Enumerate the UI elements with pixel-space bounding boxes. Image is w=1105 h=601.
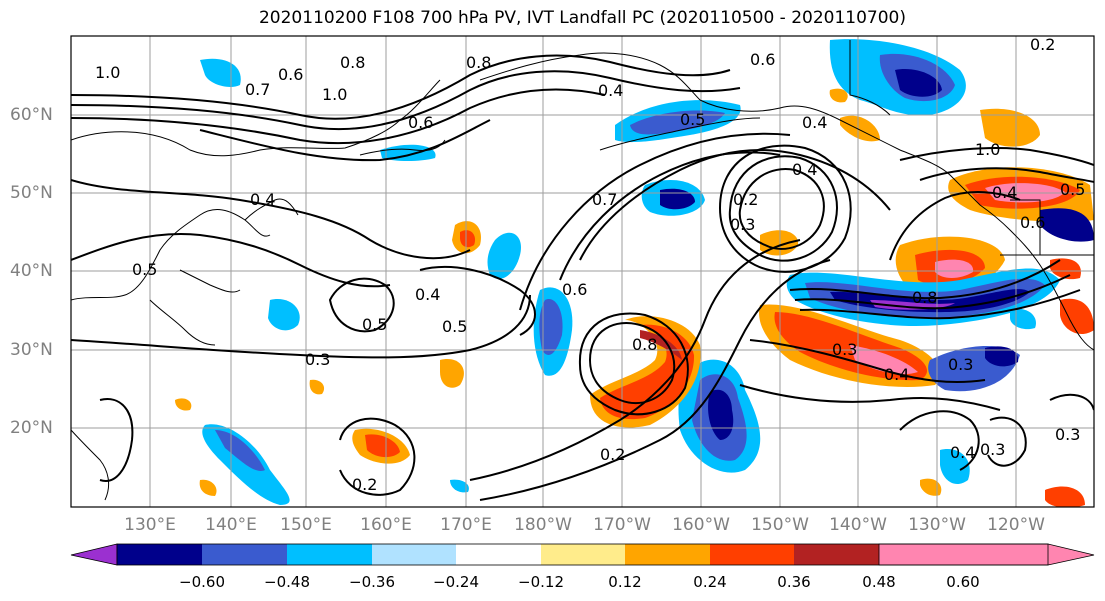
contour-label: 0.3 bbox=[832, 340, 857, 359]
lat-label: 50°N bbox=[10, 183, 53, 203]
contour-label: 0.6 bbox=[562, 280, 587, 299]
colorbar-segment bbox=[202, 544, 287, 565]
colorbar-tick-label: 0.60 bbox=[946, 573, 980, 591]
colorbar-frame bbox=[116, 543, 1049, 566]
colorbar-segment bbox=[625, 544, 710, 565]
contour-label: 0.5 bbox=[1060, 180, 1085, 199]
lon-label: 180°W bbox=[514, 515, 572, 535]
contour-label: 0.7 bbox=[592, 190, 617, 209]
contour-label: 0.8 bbox=[632, 335, 657, 354]
contour-label: 0.2 bbox=[733, 190, 758, 209]
colorbar-segment bbox=[372, 544, 456, 565]
colorbar-tick-label: 0.36 bbox=[777, 573, 811, 591]
colorbar-tick-label: 0.24 bbox=[693, 573, 727, 591]
map-graticule bbox=[71, 36, 1094, 507]
contour-label: 0.4 bbox=[802, 113, 827, 132]
contour-label: 0.6 bbox=[750, 50, 775, 69]
lon-label: 140°E bbox=[205, 515, 257, 535]
lon-label: 140°W bbox=[829, 515, 887, 535]
contour-label: 0.4 bbox=[598, 81, 623, 100]
contour-label: 0.4 bbox=[415, 285, 440, 304]
colorbar-high-extension bbox=[878, 543, 1095, 566]
contour-label: 0.3 bbox=[730, 215, 755, 234]
contour-label: 0.2 bbox=[352, 475, 377, 494]
lon-label: 130°E bbox=[124, 515, 176, 535]
contour-label: 0.4 bbox=[792, 160, 817, 179]
contour-label: 0.7 bbox=[245, 80, 270, 99]
lon-label: 170°W bbox=[593, 515, 651, 535]
colorbar-tick-label: −0.48 bbox=[264, 573, 310, 591]
colorbar bbox=[70, 543, 1095, 566]
colorbar-low-extension bbox=[70, 543, 118, 566]
colorbar-segment bbox=[287, 544, 372, 565]
contour-label: 1.0 bbox=[322, 85, 347, 104]
contour-label: 0.6 bbox=[408, 113, 433, 132]
map-frame bbox=[70, 35, 1095, 508]
lon-label: 150°W bbox=[751, 515, 809, 535]
contour-labels: 1.0 0.6 0.8 1.0 0.8 0.7 0.6 0.6 0.4 0.5 … bbox=[95, 35, 1085, 494]
contour-label: 0.5 bbox=[680, 110, 705, 129]
contour-label: 0.8 bbox=[912, 288, 937, 307]
colorbar-segment bbox=[456, 544, 541, 565]
contour-label: 0.3 bbox=[1055, 425, 1080, 444]
colorbar-tick-label: −0.24 bbox=[433, 573, 479, 591]
contour-label: 0.8 bbox=[466, 53, 491, 72]
contour-label: 0.6 bbox=[278, 65, 303, 84]
lon-label: 170°E bbox=[440, 515, 492, 535]
colorbar-segment bbox=[710, 544, 794, 565]
colorbar-tick-label: −0.60 bbox=[179, 573, 225, 591]
contour-label: 0.4 bbox=[250, 190, 275, 209]
pc-contours bbox=[71, 54, 1094, 501]
colorbar-segment bbox=[541, 544, 625, 565]
contour-label: 0.8 bbox=[340, 53, 365, 72]
contour-label: 0.3 bbox=[305, 350, 330, 369]
colorbar-segment bbox=[117, 544, 202, 565]
contour-label: 0.5 bbox=[362, 315, 387, 334]
lat-label: 30°N bbox=[10, 340, 53, 360]
lat-label: 20°N bbox=[10, 418, 53, 438]
lon-label: 160°W bbox=[672, 515, 730, 535]
contour-label: 0.2 bbox=[1030, 35, 1055, 54]
colorbar-tick-label: 0.48 bbox=[862, 573, 896, 591]
contour-label: 0.2 bbox=[600, 445, 625, 464]
contour-label: 0.3 bbox=[980, 440, 1005, 459]
pv-shading bbox=[175, 39, 1094, 507]
lat-label: 60°N bbox=[10, 105, 53, 125]
contour-label: 0.6 bbox=[1020, 213, 1045, 232]
map-title: 2020110200 F108 700 hPa PV, IVT Landfall… bbox=[258, 8, 906, 28]
contour-label: 1.0 bbox=[975, 140, 1000, 159]
map-plot-area: 1.0 0.6 0.8 1.0 0.8 0.7 0.6 0.6 0.4 0.5 … bbox=[71, 35, 1094, 507]
lon-label: 120°W bbox=[987, 515, 1045, 535]
colorbar-segment bbox=[794, 544, 879, 565]
contour-label: 0.5 bbox=[442, 317, 467, 336]
contour-label: 0.3 bbox=[948, 355, 973, 374]
contour-label: 0.4 bbox=[950, 443, 975, 462]
colorbar-tick-label: −0.36 bbox=[349, 573, 395, 591]
lat-label: 40°N bbox=[10, 261, 53, 281]
lon-label: 150°E bbox=[280, 515, 332, 535]
contour-label: 0.4 bbox=[884, 365, 909, 384]
contour-label: 0.5 bbox=[132, 260, 157, 279]
lon-label: 160°E bbox=[360, 515, 412, 535]
colorbar-tick-label: 0.12 bbox=[608, 573, 642, 591]
colorbar-tick-label: −0.12 bbox=[518, 573, 564, 591]
contour-label: 0.4 bbox=[992, 183, 1017, 202]
contour-label: 1.0 bbox=[95, 63, 120, 82]
lon-label: 130°W bbox=[908, 515, 966, 535]
